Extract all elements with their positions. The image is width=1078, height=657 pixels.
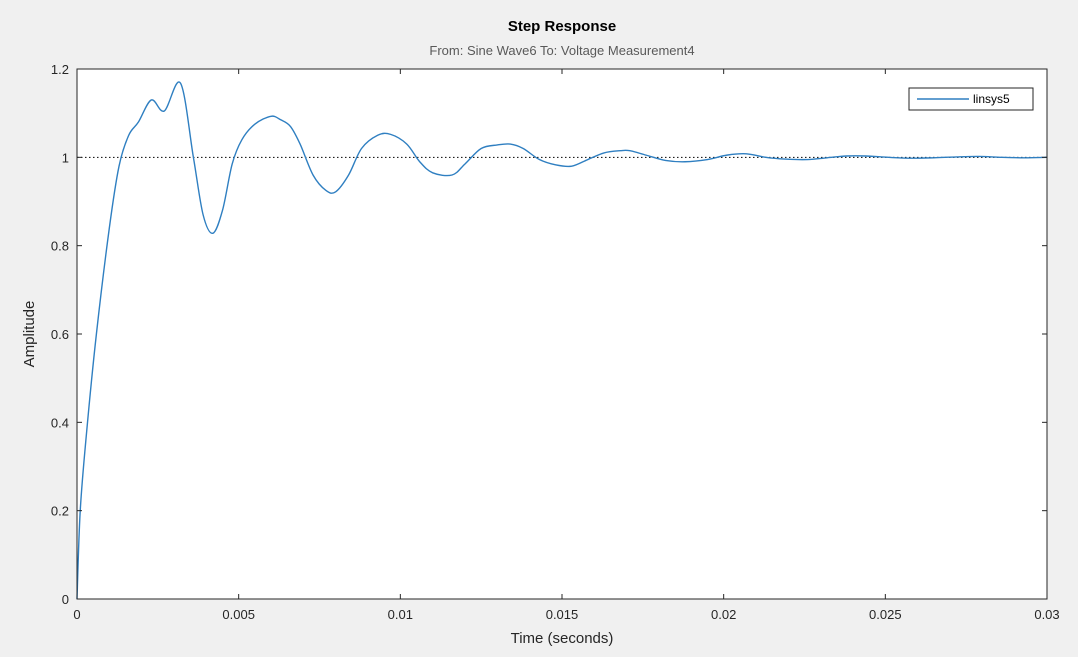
- legend-label: linsys5: [973, 92, 1010, 106]
- plot-area: [77, 69, 1047, 599]
- series-line-linsys5: [76, 81, 1048, 600]
- y-tick-label: 0.8: [51, 239, 69, 254]
- chart-title: Step Response: [508, 18, 616, 35]
- chart-subtitle: From: Sine Wave6 To: Voltage Measurement…: [429, 43, 694, 58]
- y-tick-label: 0: [62, 592, 69, 607]
- x-axis-ticks: 0 0.005 0.01 0.015 0.02 0.025 0.03: [73, 69, 1060, 622]
- series-layer: [76, 81, 1048, 600]
- x-tick-label: 0: [73, 607, 80, 622]
- y-tick-label: 0.4: [51, 415, 69, 430]
- legend: linsys5: [908, 87, 1034, 111]
- x-tick-label: 0.02: [711, 607, 736, 622]
- y-tick-label: 0.2: [51, 504, 69, 519]
- x-tick-label: 0.01: [388, 607, 413, 622]
- y-tick-label: 1.2: [51, 62, 69, 77]
- y-tick-label: 1: [62, 150, 69, 165]
- x-tick-label: 0.005: [222, 607, 255, 622]
- x-tick-label: 0.015: [546, 607, 579, 622]
- legend-box: [908, 87, 1034, 111]
- x-tick-label: 0.03: [1034, 607, 1059, 622]
- y-axis-label: Amplitude: [21, 301, 38, 368]
- y-axis-ticks: 0 0.2 0.4 0.6 0.8 1 1.2: [51, 62, 1047, 607]
- x-axis-label: Time (seconds): [511, 630, 614, 647]
- y-tick-label: 0.6: [51, 327, 69, 342]
- x-tick-label: 0.025: [869, 607, 902, 622]
